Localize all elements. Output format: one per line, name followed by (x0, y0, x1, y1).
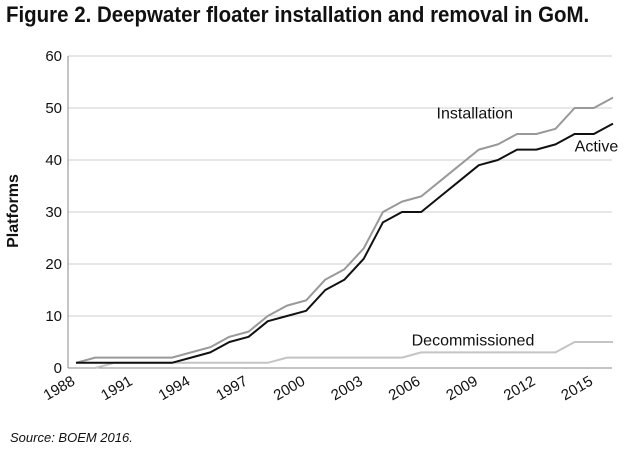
figure-title: Figure 2. Deepwater floater installation… (6, 2, 590, 27)
y-tick-label: 30 (45, 204, 62, 221)
x-tick-label: 2000 (271, 373, 308, 404)
y-tick-labels: 0 10 20 30 40 50 60 (45, 48, 62, 377)
x-tick-label: 1991 (98, 373, 135, 404)
gridlines (68, 55, 612, 369)
y-tick-label: 20 (45, 256, 62, 273)
x-tick-label: 1997 (213, 373, 250, 404)
y-tick-label: 10 (45, 308, 62, 325)
x-tick-label: 2012 (501, 373, 538, 404)
y-tick-label: 60 (45, 48, 62, 65)
x-tick-label: 2003 (328, 373, 365, 404)
x-tick-label: 2009 (443, 373, 480, 404)
x-tick-label: 2006 (386, 373, 423, 404)
series-lines (75, 96, 614, 369)
x-tick-labels: 1988 1991 1994 1997 2000 2003 2006 2009 2012 2015 (41, 373, 596, 404)
series-line-installation (75, 96, 614, 364)
x-tick-label: 2015 (558, 373, 595, 404)
y-tick-label: 50 (45, 100, 62, 117)
x-tick-label: 1988 (41, 373, 78, 404)
axes (67, 56, 612, 369)
y-tick-label: 40 (45, 152, 62, 169)
series-label-active: Active (575, 139, 619, 156)
series-label-installation: Installation (437, 105, 514, 122)
source-note: Source: BOEM 2016. (10, 430, 133, 445)
series-labels: Installation Active Decommissioned (412, 105, 619, 349)
y-axis-title: Platforms (5, 174, 22, 248)
series-label-decommissioned: Decommissioned (412, 333, 535, 350)
x-tick-label: 1994 (156, 373, 193, 404)
y-tick-label: 0 (54, 360, 62, 377)
series-line-active (76, 122, 614, 364)
